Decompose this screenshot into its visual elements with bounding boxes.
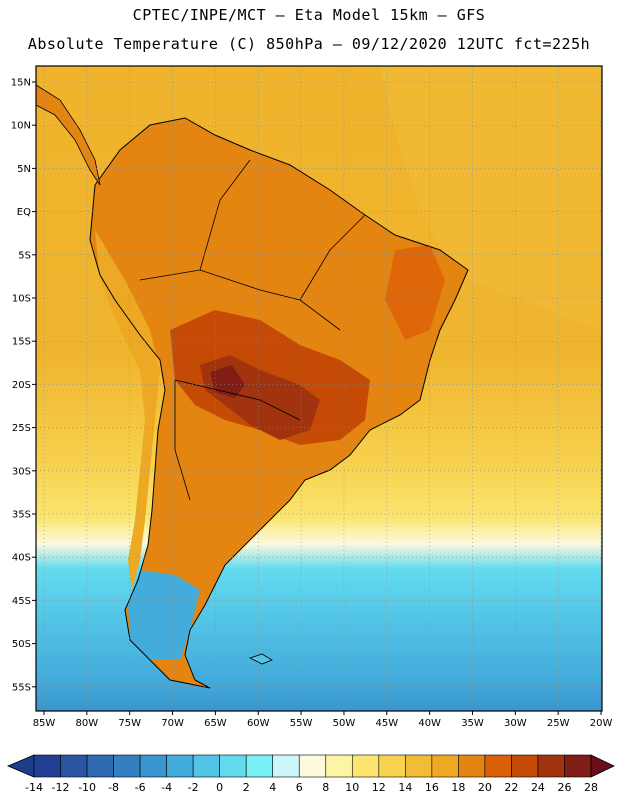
lat-tick-label: 15S xyxy=(12,337,31,348)
lat-tick-label: 30S xyxy=(12,466,31,477)
plot-frame xyxy=(35,65,603,712)
colorbar-swatch xyxy=(192,754,220,778)
lon-tick-label: 70W xyxy=(161,718,184,729)
colorbar-low-arrow xyxy=(6,754,35,778)
lon-tick-label: 50W xyxy=(333,718,356,729)
patagonia-cold-region xyxy=(128,570,200,660)
colorbar-label: 6 xyxy=(296,781,303,794)
colorbar-swatch xyxy=(272,754,300,778)
colorbar-label: -10 xyxy=(78,781,96,794)
colorbar-swatch xyxy=(484,754,512,778)
colorbar-label: 16 xyxy=(425,781,439,794)
plot-area xyxy=(36,66,602,711)
colorbar-swatch xyxy=(431,754,459,778)
colorbar-swatch xyxy=(139,754,167,778)
colorbar-label: -6 xyxy=(135,781,146,794)
lat-tick-label: 5N xyxy=(17,164,31,175)
andes-strip xyxy=(95,230,160,590)
lat-tick-label: 35S xyxy=(12,510,31,521)
colorbar-label: 10 xyxy=(345,781,359,794)
colorbar-label: 22 xyxy=(504,781,518,794)
longitude-ticks: 85W 80W 75W 70W 65W 60W 55W 50W 45W 40W 35W 30W 25W 2… xyxy=(33,711,613,729)
lat-tick-label: 55S xyxy=(12,682,31,693)
colorbar-swatch xyxy=(564,754,592,778)
colorbar-swatch xyxy=(325,754,353,778)
lat-tick-label: EQ xyxy=(17,207,31,218)
colorbar-label: 4 xyxy=(269,781,276,794)
lon-tick-label: 35W xyxy=(461,718,484,729)
map-title-line1: CPTEC/INPE/MCT – Eta Model 15km – GFS xyxy=(132,6,486,24)
colorbar-label: 28 xyxy=(584,781,598,794)
central-america-land xyxy=(36,84,101,186)
lat-tick-label: 10N xyxy=(11,121,31,132)
colorbar-label: -4 xyxy=(161,781,172,794)
colorbar-label: 12 xyxy=(372,781,386,794)
lat-tick-label: 10S xyxy=(12,294,31,305)
colorbar xyxy=(6,754,615,778)
latitude-ticks: 15N 10N 5N EQ 5S 10S 15S 20S 25S 30S 35S 40S 45S 50S 5… xyxy=(11,78,36,693)
lon-tick-label: 65W xyxy=(204,718,227,729)
colorbar-label: 18 xyxy=(451,781,465,794)
colorbar-label: -14 xyxy=(25,781,43,794)
colorbar-swatch xyxy=(351,754,380,778)
lon-tick-label: 30W xyxy=(504,718,527,729)
lon-tick-label: 80W xyxy=(76,718,99,729)
colorbar-label: 14 xyxy=(398,781,412,794)
lat-tick-label: 20S xyxy=(12,380,31,391)
lat-tick-label: 45S xyxy=(12,596,31,607)
extreme-core-region xyxy=(210,365,245,398)
lon-tick-label: 55W xyxy=(290,718,313,729)
ocean-warm-region xyxy=(380,66,602,330)
colorbar-swatch xyxy=(245,754,274,778)
colorbar-label: 2 xyxy=(243,781,250,794)
lon-tick-label: 85W xyxy=(33,718,56,729)
lon-tick-label: 25W xyxy=(547,718,570,729)
lon-tick-label: 60W xyxy=(247,718,270,729)
colorbar-swatch xyxy=(166,754,194,778)
lon-tick-label: 40W xyxy=(418,718,441,729)
colorbar-swatch xyxy=(458,754,486,778)
coastline xyxy=(89,117,469,689)
colorbar-label: 20 xyxy=(478,781,492,794)
northeast-warm-region xyxy=(385,245,445,340)
country-borders xyxy=(139,159,366,501)
colorbar-high-arrow xyxy=(590,754,615,778)
colorbar-swatch xyxy=(219,754,247,778)
colorbar-labels: -14 -12 -10 -8 -6 -4 -2 0 2 4 6 8 10 12 14 16 18 20 22 24 26… xyxy=(25,781,598,794)
colorbar-swatch xyxy=(378,754,406,778)
colorbar-label: 8 xyxy=(322,781,329,794)
colorbar-swatch xyxy=(86,754,114,778)
lon-tick-label: 20W xyxy=(590,718,613,729)
colorbar-label: 0 xyxy=(216,781,223,794)
colorbar-swatch xyxy=(60,754,88,778)
map-title-line2: Absolute Temperature (C) 850hPa – 09/12/… xyxy=(27,35,591,53)
colorbar-label: -2 xyxy=(188,781,199,794)
lat-tick-label: 40S xyxy=(12,553,31,564)
colorbar-label: 24 xyxy=(531,781,545,794)
lat-tick-label: 15N xyxy=(11,78,31,89)
lat-tick-label: 25S xyxy=(12,423,31,434)
colorbar-label: -8 xyxy=(108,781,119,794)
colorbar-label: 26 xyxy=(557,781,571,794)
colorbar-swatch xyxy=(537,754,565,778)
colorbar-swatch xyxy=(405,754,433,778)
lat-tick-label: 50S xyxy=(12,639,31,650)
colorbar-swatch xyxy=(33,754,61,778)
colorbar-swatch xyxy=(511,754,539,778)
colorbar-swatch xyxy=(113,754,141,778)
lon-tick-label: 75W xyxy=(118,718,141,729)
lat-tick-label: 5S xyxy=(18,250,31,261)
colorbar-label: -12 xyxy=(52,781,70,794)
colorbar-swatch xyxy=(298,754,327,778)
lon-tick-label: 45W xyxy=(375,718,398,729)
